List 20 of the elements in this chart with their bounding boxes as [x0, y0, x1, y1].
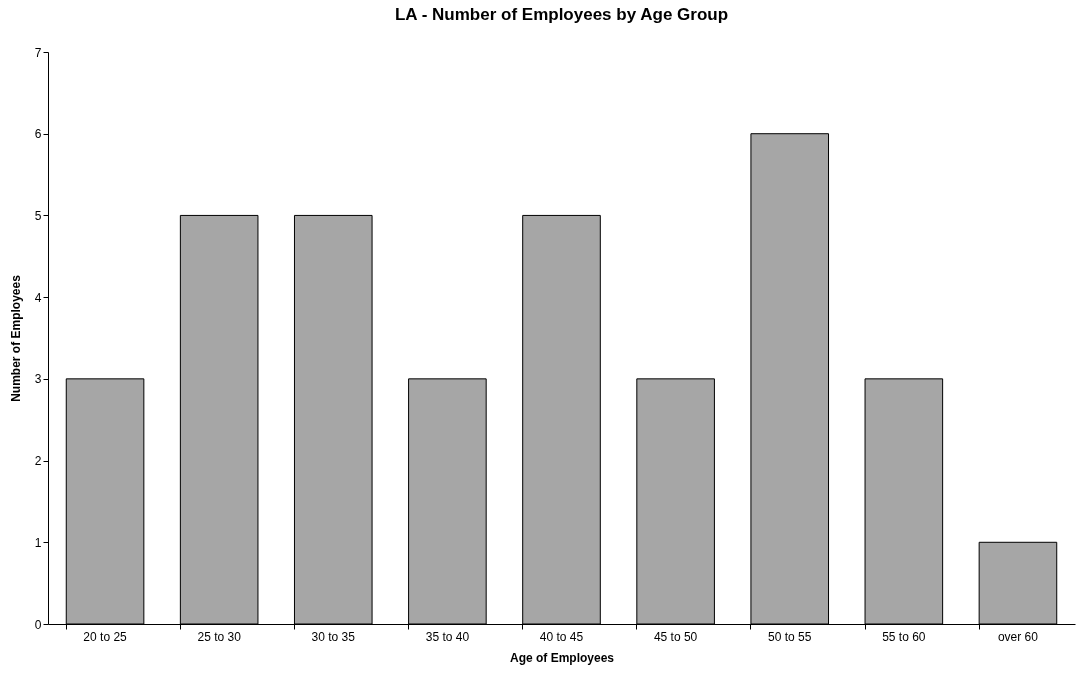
y-tick-label: 3	[34, 372, 42, 387]
x-axis-title: Age of Employees	[509, 650, 615, 665]
chart-title: LA - Number of Employees by Age Group	[394, 5, 729, 24]
x-tick-label: 55 to 60	[882, 629, 926, 644]
x-tick-label: 25 to 30	[197, 629, 242, 644]
y-tick-label: 6	[34, 127, 42, 142]
y-axis-title: Number of Employees	[8, 274, 23, 402]
y-tick-label: 0	[34, 617, 42, 632]
x-tick-label: 45 to 50	[653, 629, 698, 644]
x-tick-label: over 60	[997, 629, 1039, 644]
y-tick-label: 4	[34, 290, 42, 305]
x-tick-label: 50 to 55	[768, 629, 812, 644]
y-tick-label: 1	[34, 535, 42, 550]
x-tick-label: 40 to 45	[539, 629, 584, 644]
x-tick-label: 35 to 40	[425, 629, 470, 644]
y-tick-label: 5	[34, 208, 42, 223]
y-tick-label: 2	[34, 454, 42, 469]
y-tick-label: 7	[34, 45, 42, 60]
x-tick-label: 30 to 35	[311, 629, 356, 644]
x-tick-label: 20 to 25	[83, 629, 128, 644]
